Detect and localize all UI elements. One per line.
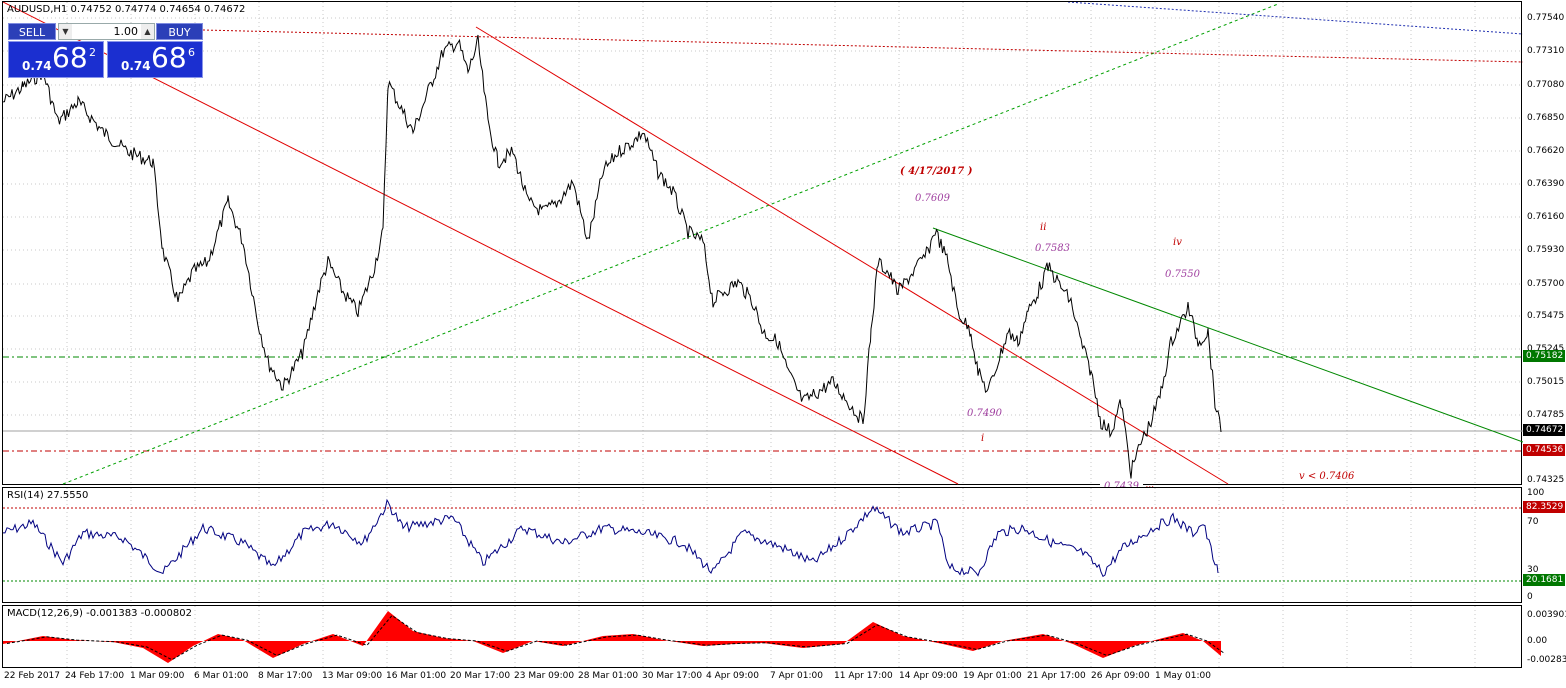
macd-axis-label: -0.002838 (1527, 655, 1566, 665)
green-level-tag: 0.75182 (1523, 350, 1565, 362)
price-chart-pane[interactable]: AUDUSD,H1 0.74752 0.74774 0.74654 0.7467… (2, 1, 1523, 486)
price-axis: 0.77540 0.77310 0.77080 0.76850 0.76620 0.763… (1523, 1, 1566, 485)
price-chart-svg (3, 2, 1523, 486)
time-axis-label: 24 Feb 17:00 (65, 671, 125, 681)
price-axis-label: 0.77080 (1527, 80, 1565, 90)
macd-axis: 0.003901 0.00 -0.002838 (1523, 605, 1566, 668)
time-axis: 22 Feb 2017 24 Feb 17:00 1 Mar 09:00 6 Mar … (2, 668, 1522, 688)
annotation-price-7490: 0.7490 (967, 408, 1002, 419)
annotation-price-7583: 0.7583 (1035, 243, 1070, 254)
price-axis-label: 0.74325 (1527, 475, 1565, 485)
price-grid (3, 2, 1523, 486)
rsi-pane[interactable]: RSI(14) 27.5550 (2, 487, 1523, 604)
channel-upper-line (475, 26, 1229, 485)
price-axis-label: 0.75930 (1527, 245, 1565, 255)
time-axis-label: 20 Mar 17:00 (450, 671, 511, 681)
rsi-upper-tag: 82.3529 (1523, 501, 1565, 513)
channel-lower-line (3, 2, 959, 485)
rsi-axis: 100 70 30 0 (1523, 487, 1566, 603)
rsi-axis-label: 30 (1527, 565, 1539, 575)
lot-size-input[interactable]: 1.00 (113, 25, 139, 38)
time-axis-label: 1 May 01:00 (1155, 671, 1211, 681)
red-level-tag: 0.74536 (1523, 444, 1565, 456)
time-axis-label: 8 Mar 17:00 (258, 671, 313, 681)
rsi-svg (3, 488, 1523, 604)
price-axis-label: 0.75245 (1527, 344, 1565, 354)
price-axis-label: 0.75015 (1527, 377, 1565, 387)
rsi-lower-tag: 20.1681 (1523, 574, 1565, 586)
time-axis-label: 16 Mar 01:00 (386, 671, 447, 681)
time-axis-label: 14 Apr 09:00 (899, 671, 958, 681)
sell-price-prefix: 0.74 (22, 59, 52, 73)
annotation-price-7439: 0.7439 (1100, 481, 1143, 492)
annotation-price-7609: 0.7609 (915, 193, 950, 204)
time-axis-label: 13 Mar 09:00 (322, 671, 383, 681)
price-axis-label: 0.76850 (1527, 113, 1565, 123)
time-axis-label: 6 Mar 01:00 (194, 671, 249, 681)
green-resistance-line (932, 227, 1523, 443)
annotation-wave-iv: iv (1173, 237, 1182, 248)
green-dotted-trendline (62, 3, 1279, 485)
buy-price-main: 68 (151, 41, 187, 74)
annotation-target: v < 0.7406 (1299, 471, 1355, 482)
annotation-wave-ii: ii (1040, 222, 1047, 233)
macd-title: MACD(12,26,9) -0.001383 -0.000802 (7, 608, 192, 619)
chart-title: AUDUSD,H1 0.74752 0.74774 0.74654 0.7467… (7, 4, 246, 15)
buy-button[interactable]: BUY (156, 23, 203, 40)
rsi-grid (66, 488, 1476, 604)
time-axis-label: 21 Apr 17:00 (1027, 671, 1086, 681)
macd-grid (66, 606, 1476, 669)
price-series-line (3, 34, 1222, 479)
time-axis-label: 4 Apr 09:00 (706, 671, 759, 681)
time-axis-label: 23 Mar 09:00 (514, 671, 575, 681)
lot-decrease-icon[interactable]: ▼ (59, 24, 72, 39)
lot-size-stepper[interactable]: ▼ 1.00 ▲ (58, 23, 155, 40)
sell-button[interactable]: SELL (8, 23, 56, 40)
time-axis-label: 7 Apr 01:00 (770, 671, 823, 681)
time-axis-label: 11 Apr 17:00 (834, 671, 893, 681)
price-axis-label: 0.76620 (1527, 146, 1565, 156)
rsi-axis-label: 0 (1527, 592, 1533, 602)
rsi-title: RSI(14) 27.5550 (7, 490, 89, 501)
annotation-price-7550: 0.7550 (1165, 269, 1200, 280)
buy-price-prefix: 0.74 (121, 59, 151, 73)
sell-price-box[interactable]: 0.74 68 2 (8, 41, 104, 78)
time-axis-label: 28 Mar 01:00 (578, 671, 639, 681)
macd-histogram (3, 611, 1221, 663)
price-axis-label: 0.77310 (1527, 46, 1565, 56)
price-axis-label: 0.77540 (1527, 13, 1565, 23)
time-axis-label: 22 Feb 2017 (4, 671, 61, 681)
time-axis-label: 19 Apr 01:00 (963, 671, 1022, 681)
red-dotted-trendline (202, 29, 1523, 63)
buy-price-pip: 6 (188, 46, 195, 59)
price-axis-label: 0.74785 (1527, 410, 1565, 420)
rsi-axis-label: 100 (1527, 488, 1545, 498)
blue-dotted-trendline (1067, 2, 1523, 35)
annotation-date: ( 4/17/2017 ) (900, 166, 973, 177)
macd-axis-label: 0.00 (1527, 636, 1548, 646)
price-axis-label: 0.75700 (1527, 279, 1565, 289)
buy-price-box[interactable]: 0.74 68 6 (107, 41, 203, 78)
price-axis-label: 0.76390 (1527, 179, 1565, 189)
macd-axis-label: 0.003901 (1527, 610, 1566, 620)
macd-svg (3, 606, 1476, 669)
rsi-axis-label: 70 (1527, 517, 1539, 527)
one-click-trade-panel: SELL ▼ 1.00 ▲ BUY 0.74 68 2 0.74 68 6 (8, 23, 203, 78)
rsi-line (3, 498, 1219, 578)
macd-pane[interactable]: MACD(12,26,9) -0.001383 -0.000802 (2, 605, 1522, 669)
sell-price-pip: 2 (89, 46, 96, 59)
time-axis-label: 30 Mar 17:00 (642, 671, 703, 681)
macd-signal-line (6, 614, 1226, 661)
price-axis-label: 0.75475 (1527, 311, 1565, 321)
price-axis-label: 0.76160 (1527, 212, 1565, 222)
lot-increase-icon[interactable]: ▲ (141, 24, 154, 39)
current-price-tag: 0.74672 (1523, 424, 1565, 436)
annotation-wave-i: i (981, 433, 985, 444)
time-axis-label: 26 Apr 09:00 (1091, 671, 1150, 681)
time-axis-label: 1 Mar 09:00 (130, 671, 185, 681)
sell-price-main: 68 (52, 41, 88, 74)
